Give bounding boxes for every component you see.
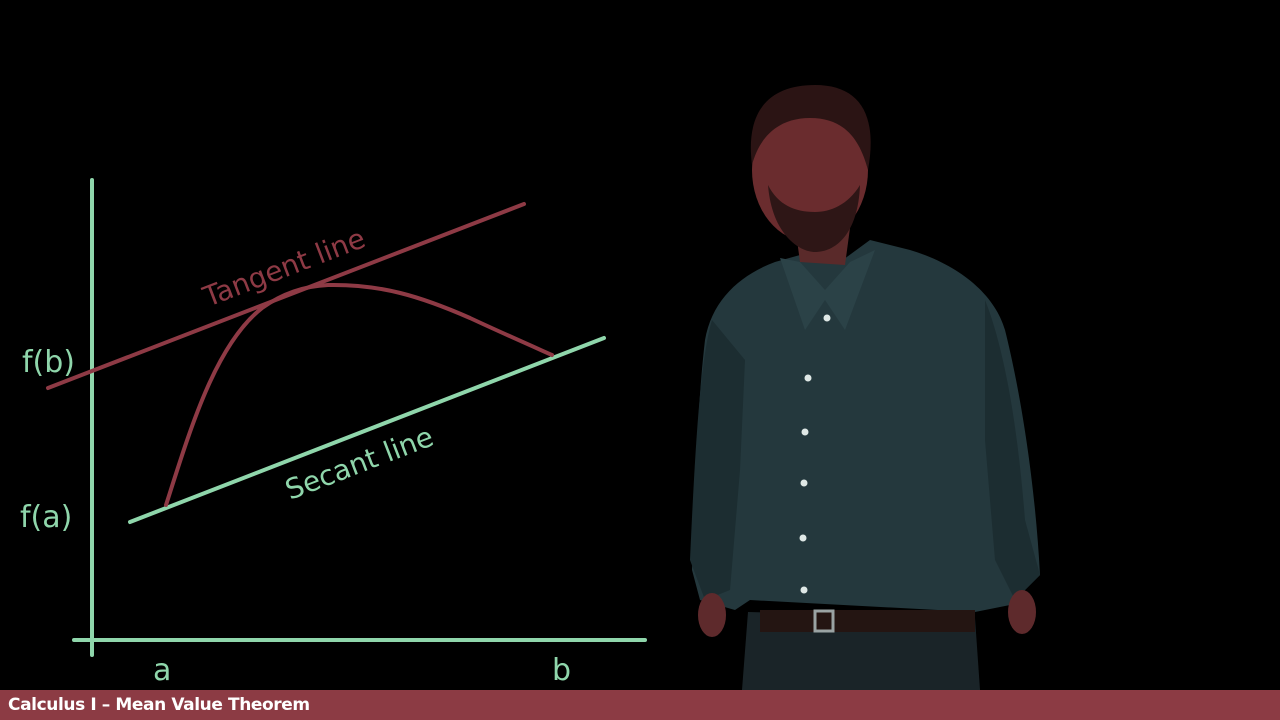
presenter-right-arm xyxy=(985,300,1040,600)
presenter-beard xyxy=(768,185,860,252)
presenter-right-hand xyxy=(1008,590,1036,634)
presenter-belt xyxy=(760,610,975,632)
tangent-line-label: Tangent line xyxy=(198,222,370,314)
secant-line xyxy=(128,336,606,524)
presenter-collar xyxy=(780,250,875,330)
lecture-title: Calculus I – Mean Value Theorem xyxy=(8,695,310,715)
presenter-figure xyxy=(690,85,1040,690)
presenter-left-hand xyxy=(698,593,726,637)
y-label-fa: f(a) xyxy=(20,500,72,535)
function-curve xyxy=(164,282,554,507)
presenter-shirt xyxy=(692,240,1040,612)
presenter-shirt-buttons xyxy=(799,314,831,594)
x-label-b: b xyxy=(552,653,571,688)
presenter-left-arm xyxy=(690,320,745,600)
presenter-hair xyxy=(750,85,871,170)
x-label-a: a xyxy=(153,653,171,688)
lecture-title-bar: Calculus I – Mean Value Theorem xyxy=(0,690,1280,720)
y-label-fb: f(b) xyxy=(22,345,75,380)
presenter-belt-buckle xyxy=(813,609,835,633)
